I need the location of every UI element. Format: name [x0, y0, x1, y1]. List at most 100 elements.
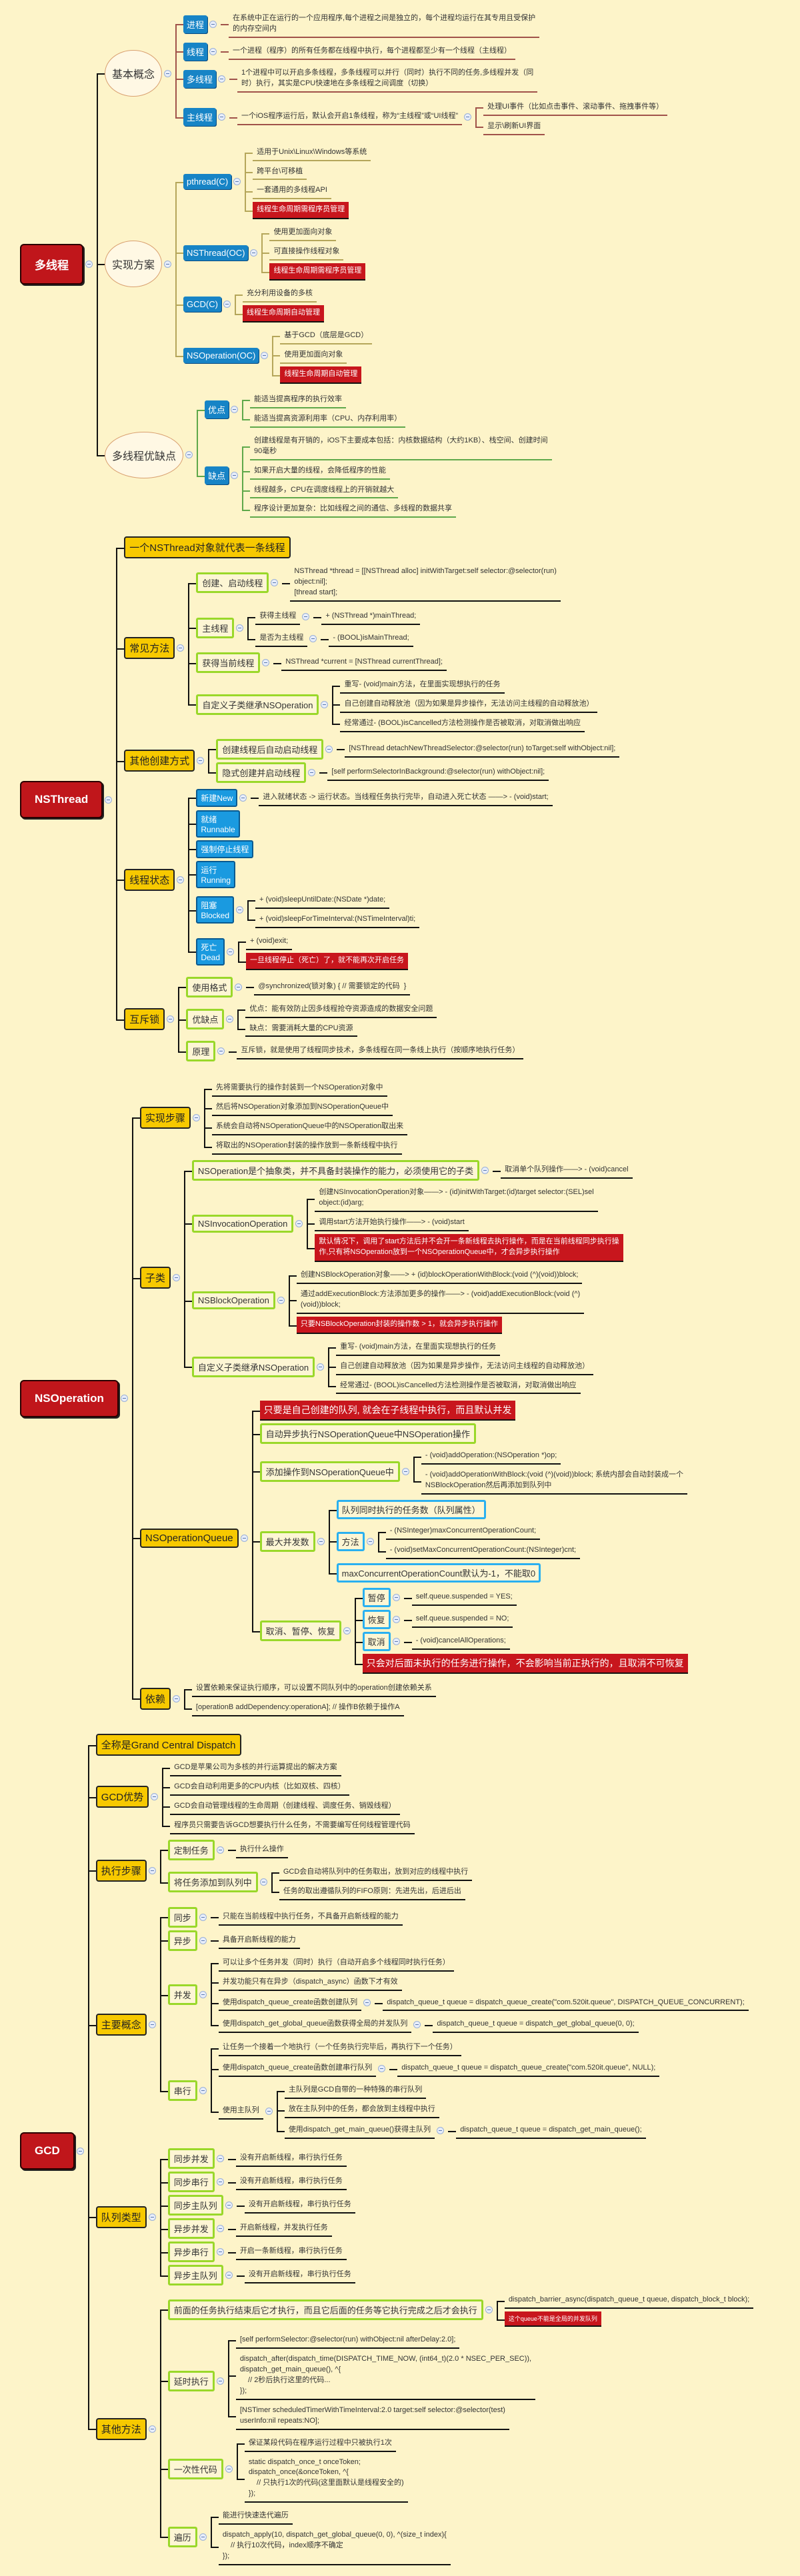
collapse-toggle-icon[interactable] — [172, 1274, 180, 1282]
collapse-toggle-icon[interactable] — [363, 1999, 371, 2007]
state-topic[interactable]: 新建New — [196, 788, 238, 807]
subtopic[interactable]: 同步主队列 — [167, 2195, 223, 2216]
subtopic[interactable]: pthread(C) — [183, 174, 232, 190]
main-topic[interactable]: 全称是Grand Central Dispatch — [95, 1734, 241, 1756]
collapse-toggle-icon[interactable] — [259, 1878, 267, 1886]
subtopic[interactable]: 串行 — [167, 2080, 197, 2102]
collapse-toggle-icon[interactable] — [192, 1113, 200, 1121]
root-topic[interactable]: GCD — [20, 2132, 75, 2170]
collapse-toggle-icon[interactable] — [250, 249, 258, 257]
state-topic[interactable]: 强制停止线程 — [196, 840, 254, 858]
collapse-toggle-icon[interactable] — [223, 301, 231, 309]
subtopic[interactable]: 优点 — [205, 400, 229, 419]
subtopic[interactable]: NSOperation是个抽象类，并不具备封装操作的能力，必须使用它的子类 — [191, 1160, 480, 1181]
state-topic[interactable]: 死亡 Dead — [196, 938, 225, 966]
subtopic[interactable]: GCD(C) — [183, 297, 221, 313]
collapse-toggle-icon[interactable] — [378, 2065, 386, 2073]
collapse-toggle-icon[interactable] — [413, 2021, 421, 2029]
subtopic[interactable]: 同步并发 — [167, 2148, 215, 2170]
main-topic[interactable]: 执行步骤 — [95, 1859, 147, 1882]
subtopic[interactable]: 自定义子类继承NSOperation — [196, 694, 319, 715]
subtopic[interactable]: 线程 — [183, 42, 208, 61]
collapse-toggle-icon[interactable] — [216, 2377, 224, 2385]
collapse-toggle-icon[interactable] — [172, 1694, 180, 1702]
collapse-toggle-icon[interactable] — [321, 700, 329, 708]
collapse-toggle-icon[interactable] — [199, 1936, 207, 1944]
main-topic[interactable]: 一个NSThread对象就代表一条线程 — [124, 536, 291, 559]
collapse-toggle-icon[interactable] — [164, 69, 172, 77]
subtopic[interactable]: 最大并发数 — [259, 1531, 315, 1552]
main-topic[interactable]: 互斥锁 — [124, 1008, 165, 1030]
collapse-toggle-icon[interactable] — [366, 1537, 374, 1545]
subtopic[interactable]: 同步 — [167, 1906, 197, 1928]
collapse-toggle-icon[interactable] — [199, 2087, 207, 2095]
collapse-toggle-icon[interactable] — [225, 2465, 233, 2473]
subtopic[interactable]: 异步并发 — [167, 2218, 215, 2240]
collapse-toggle-icon[interactable] — [239, 794, 247, 802]
subtopic[interactable]: 一次性代码 — [167, 2458, 223, 2479]
subtopic[interactable]: 恢复 — [362, 1610, 391, 1630]
collapse-toggle-icon[interactable] — [295, 1219, 303, 1227]
collapse-toggle-icon[interactable] — [216, 2155, 224, 2163]
main-topic[interactable]: 基本概念 — [105, 50, 163, 97]
collapse-toggle-icon[interactable] — [485, 2305, 493, 2313]
collapse-toggle-icon[interactable] — [277, 1297, 285, 1305]
collapse-toggle-icon[interactable] — [148, 2425, 156, 2433]
collapse-toggle-icon[interactable] — [262, 659, 270, 667]
subtopic[interactable]: 取消、暂停、恢复 — [259, 1620, 341, 1642]
subtopic[interactable]: 进程 — [183, 15, 208, 33]
collapse-toggle-icon[interactable] — [265, 2108, 273, 2116]
collapse-toggle-icon[interactable] — [76, 2147, 84, 2155]
subtopic[interactable]: 异步 — [167, 1930, 197, 1951]
collapse-toggle-icon[interactable] — [231, 472, 239, 480]
subtopic[interactable]: 获得当前线程 — [196, 652, 261, 674]
collapse-toggle-icon[interactable] — [218, 113, 226, 121]
main-topic[interactable]: 常见方法 — [124, 637, 175, 660]
main-topic[interactable]: 依赖 — [139, 1687, 171, 1710]
subtopic[interactable]: maxConcurrentOperationCount默认为-1，不能取0 — [336, 1563, 541, 1583]
subtopic[interactable]: 创建、启动线程 — [196, 572, 269, 594]
collapse-toggle-icon[interactable] — [177, 644, 185, 652]
subtopic[interactable]: 自动异步执行NSOperationQueue中NSOperation操作 — [259, 1423, 476, 1445]
main-topic[interactable]: 主要概念 — [95, 2014, 147, 2036]
collapse-toggle-icon[interactable] — [236, 906, 244, 914]
subtopic[interactable]: 暂停 — [362, 1588, 391, 1608]
root-topic[interactable]: NSOperation — [20, 1379, 119, 1417]
subtopic[interactable]: 创建线程后自动启动线程 — [216, 738, 324, 760]
collapse-toggle-icon[interactable] — [236, 624, 244, 632]
collapse-toggle-icon[interactable] — [317, 1363, 325, 1371]
subtopic[interactable]: 主线程 — [183, 108, 217, 127]
subtopic[interactable]: 使用格式 — [186, 976, 233, 997]
collapse-toggle-icon[interactable] — [225, 2202, 233, 2210]
collapse-toggle-icon[interactable] — [199, 2533, 207, 2541]
subtopic[interactable]: 添加操作到NSOperationQueue中 — [259, 1461, 400, 1482]
collapse-toggle-icon[interactable] — [481, 1167, 489, 1175]
collapse-toggle-icon[interactable] — [317, 1537, 325, 1545]
state-topic[interactable]: 运行 Running — [196, 860, 236, 888]
collapse-toggle-icon[interactable] — [233, 178, 241, 186]
subtopic[interactable]: 主线程 — [196, 617, 235, 638]
collapse-toggle-icon[interactable] — [240, 1534, 248, 1542]
subtopic[interactable]: NSOperation(OC) — [183, 348, 259, 364]
collapse-toggle-icon[interactable] — [209, 47, 217, 55]
state-topic[interactable]: 就绪 Runnable — [196, 810, 240, 838]
collapse-toggle-icon[interactable] — [164, 260, 172, 268]
collapse-toggle-icon[interactable] — [167, 1015, 175, 1023]
collapse-toggle-icon[interactable] — [308, 768, 316, 776]
subtopic[interactable]: 缺点 — [205, 466, 229, 485]
subtopic[interactable]: 前面的任务执行结束后它才执行，而且它后面的任务等它执行完成之后才会执行 — [167, 2299, 483, 2320]
collapse-toggle-icon[interactable] — [85, 261, 93, 269]
main-topic[interactable]: 子类 — [139, 1267, 171, 1289]
collapse-toggle-icon[interactable] — [401, 1467, 409, 1475]
collapse-toggle-icon[interactable] — [185, 451, 193, 459]
subtopic[interactable]: NSThread(OC) — [183, 245, 249, 261]
main-topic[interactable]: 多线程优缺点 — [105, 431, 184, 478]
collapse-toggle-icon[interactable] — [392, 1638, 400, 1646]
main-topic[interactable]: GCD优势 — [95, 1786, 149, 1808]
subtopic[interactable]: 方法 — [336, 1531, 365, 1551]
collapse-toggle-icon[interactable] — [199, 1913, 207, 1921]
subtopic[interactable]: 延时执行 — [167, 2370, 215, 2391]
collapse-toggle-icon[interactable] — [226, 1015, 234, 1023]
collapse-toggle-icon[interactable] — [217, 1047, 225, 1055]
collapse-toggle-icon[interactable] — [105, 796, 113, 804]
